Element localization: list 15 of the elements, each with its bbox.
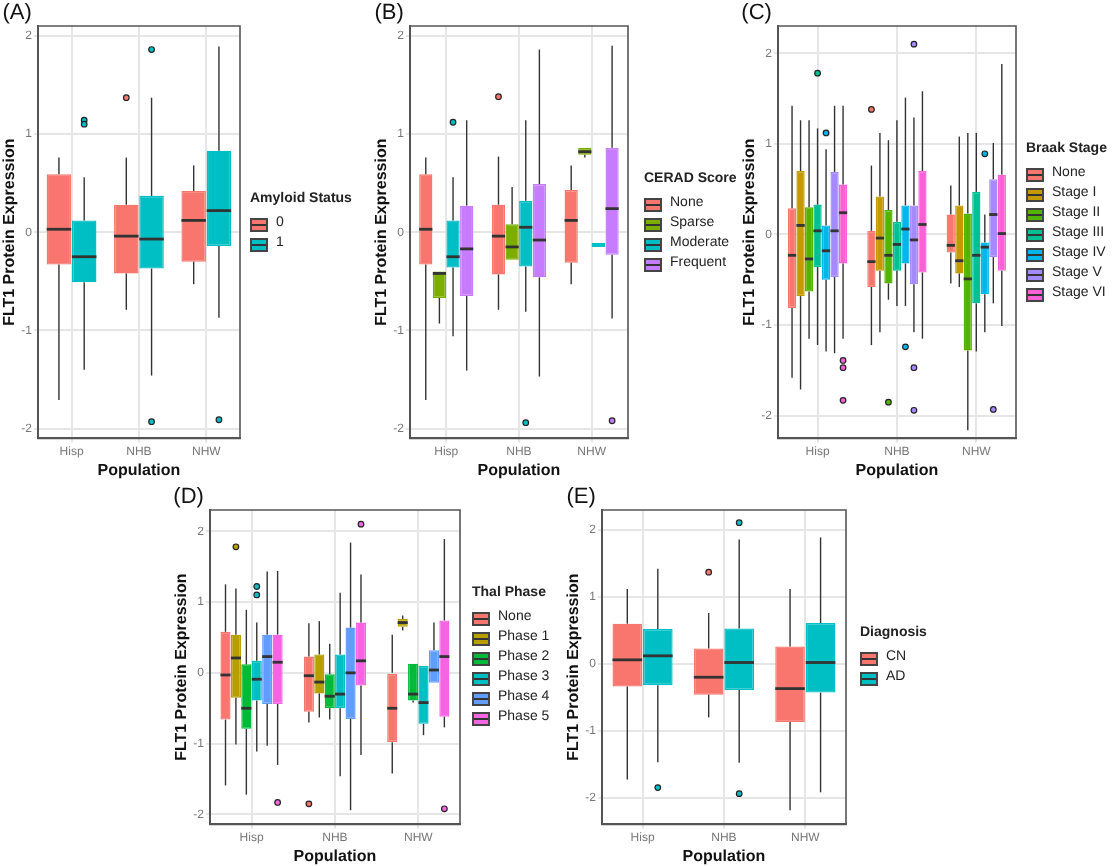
- chart-title: (D): [173, 485, 204, 510]
- x-axis-title: Population: [293, 846, 377, 865]
- chart-title: (C): [741, 1, 772, 26]
- x-axis-title: Population: [855, 460, 939, 479]
- x-axis-title: Population: [97, 460, 181, 479]
- y-axis-title: FLT1 Protein Expression: [740, 138, 759, 326]
- y-axis-title: FLT1 Protein Expression: [172, 573, 191, 761]
- x-axis-title: Population: [477, 460, 561, 479]
- y-axis-title: FLT1 Protein Expression: [372, 138, 391, 326]
- x-axis-title: Population: [682, 846, 766, 865]
- y-axis-title: FLT1 Protein Expression: [564, 573, 583, 761]
- chart-title: (A): [2, 1, 32, 26]
- chart-title: (B): [374, 1, 404, 26]
- chart-title: (E): [566, 485, 596, 510]
- y-axis-title: FLT1 Protein Expression: [0, 138, 19, 326]
